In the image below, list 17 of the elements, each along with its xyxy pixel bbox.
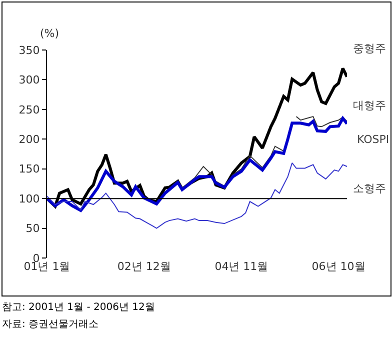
text: 참고: 2001년 1월 - 2006년 12월 [2, 302, 155, 313]
y-tick-label: 300 [18, 74, 40, 87]
series-label: 대형주 [353, 99, 386, 112]
y-tick-label: 200 [18, 132, 40, 146]
y-tick-label: 100 [18, 192, 40, 206]
series-label: KOSPI [357, 133, 390, 146]
y-tick-label: 250 [18, 103, 40, 116]
y-tick-label: 50 [26, 222, 40, 236]
series-label: 소형주 [353, 182, 386, 195]
y-tick-label: 350 [18, 44, 40, 57]
x-tick-label: 02년 12월 [117, 260, 171, 273]
text: 자료: 증권선물거래소 [2, 319, 99, 330]
x-tick-label: 06년 10월 [312, 260, 366, 273]
y-tick-label: 150 [18, 162, 40, 176]
y-axis-title: (%) [40, 27, 60, 40]
series-label: 중형주 [353, 42, 386, 55]
x-tick-label: 04년 11월 [214, 260, 268, 273]
